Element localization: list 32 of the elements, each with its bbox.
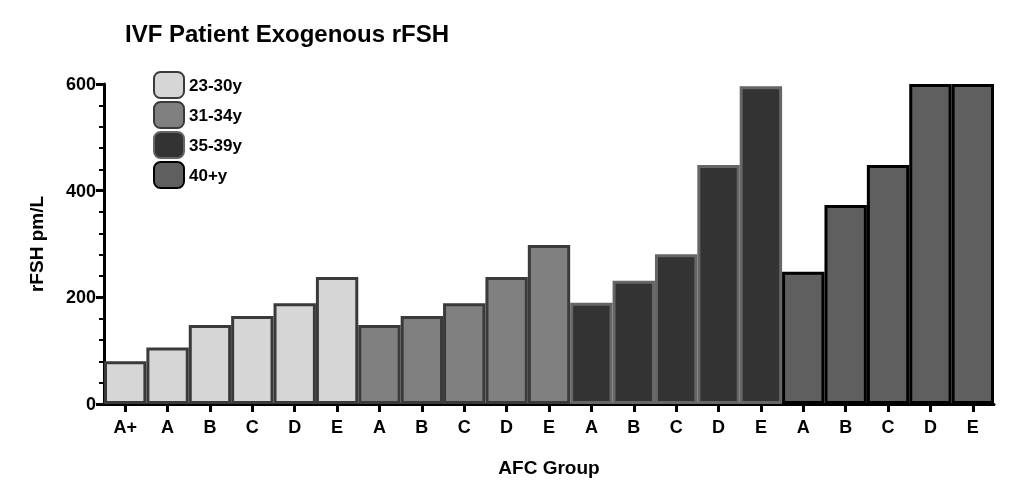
x-tick-label: C [245, 417, 259, 437]
legend-label: 23-30y [189, 75, 243, 95]
x-tick-label: B [415, 417, 429, 437]
y-axis-title: rFSH pm/L [26, 195, 47, 293]
x-tick-label: A [796, 417, 810, 437]
x-tick-label: C [457, 417, 471, 437]
legend-label: 35-39y [189, 135, 243, 155]
x-tick-label: E [754, 417, 767, 437]
x-tick-label: D [288, 417, 302, 437]
x-tick-label: C [669, 417, 683, 437]
x-tick-label: A [584, 417, 598, 437]
legend-label: 31-34y [189, 105, 243, 125]
x-tick-label: A [161, 417, 175, 437]
x-tick-label: D [712, 417, 726, 437]
y-tick-label: 600 [65, 74, 96, 94]
y-tick-label: 0 [85, 394, 96, 414]
x-tick-label: C [881, 417, 895, 437]
x-tick-label: D [923, 417, 937, 437]
x-tick-label: E [966, 417, 979, 437]
y-tick-label: 400 [65, 180, 96, 201]
x-tick-label: B [203, 417, 217, 437]
x-tick-label: B [627, 417, 641, 437]
x-tick-label: E [542, 417, 556, 437]
x-tick-label: A+ [113, 417, 137, 437]
x-tick-label: D [500, 417, 514, 437]
legend-label: 40+y [189, 165, 228, 185]
y-tick-label: 200 [65, 287, 96, 308]
x-tick-label: E [331, 417, 344, 437]
chart-title: IVF Patient Exogenous rFSH [125, 19, 450, 47]
x-tick-label: A [372, 417, 386, 437]
x-tick-label: B [839, 417, 853, 437]
x-axis-title: AFC Group [498, 457, 600, 478]
